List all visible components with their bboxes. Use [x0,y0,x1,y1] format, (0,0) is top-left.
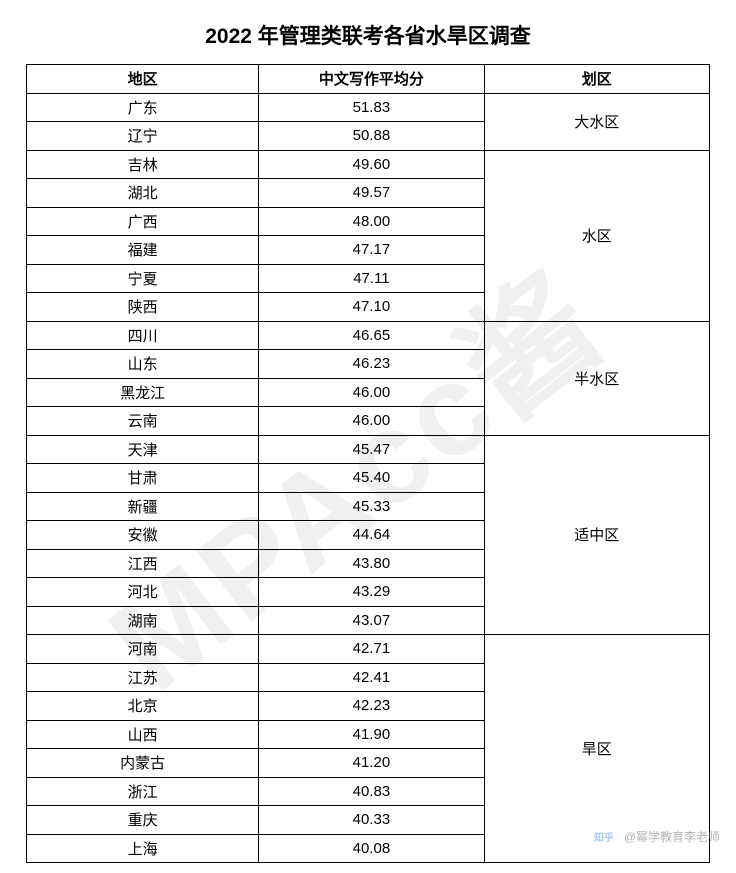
cell-region: 陕西 [27,293,259,322]
cell-region: 新疆 [27,492,259,521]
cell-region: 四川 [27,321,259,350]
cell-score: 40.83 [259,777,484,806]
page-container: 2022 年管理类联考各省水旱区调查 地区 中文写作平均分 划区 广东51.83… [0,0,736,873]
cell-score: 47.17 [259,236,484,265]
cell-region: 安徽 [27,521,259,550]
cell-region: 上海 [27,834,259,863]
cell-score: 41.20 [259,749,484,778]
col-header-region: 地区 [27,65,259,94]
cell-score: 41.90 [259,720,484,749]
cell-score: 40.33 [259,806,484,835]
cell-score: 45.47 [259,435,484,464]
cell-region: 湖北 [27,179,259,208]
cell-score: 47.11 [259,264,484,293]
cell-score: 46.00 [259,378,484,407]
table-row: 吉林49.60水区 [27,150,710,179]
table-row: 广东51.83大水区 [27,93,710,122]
table-row: 河南42.71旱区 [27,635,710,664]
cell-region: 甘肃 [27,464,259,493]
cell-score: 47.10 [259,293,484,322]
cell-score: 42.23 [259,692,484,721]
cell-score: 42.41 [259,663,484,692]
zhihu-logo-icon: 知乎 [590,830,618,844]
cell-score: 51.83 [259,93,484,122]
data-table: 地区 中文写作平均分 划区 广东51.83大水区辽宁50.88吉林49.60水区… [26,64,710,863]
cell-region: 江苏 [27,663,259,692]
cell-region: 福建 [27,236,259,265]
cell-zone: 水区 [484,150,709,321]
cell-region: 广西 [27,207,259,236]
cell-score: 40.08 [259,834,484,863]
attribution-handle: @幂学教育李老师 [624,828,720,845]
cell-score: 46.65 [259,321,484,350]
cell-score: 48.00 [259,207,484,236]
cell-score: 42.71 [259,635,484,664]
cell-region: 山东 [27,350,259,379]
cell-score: 45.40 [259,464,484,493]
cell-score: 50.88 [259,122,484,151]
cell-region: 云南 [27,407,259,436]
cell-region: 内蒙古 [27,749,259,778]
cell-region: 山西 [27,720,259,749]
cell-score: 45.33 [259,492,484,521]
cell-region: 吉林 [27,150,259,179]
col-header-zone: 划区 [484,65,709,94]
table-row: 四川46.65半水区 [27,321,710,350]
cell-region: 河南 [27,635,259,664]
cell-region: 北京 [27,692,259,721]
cell-region: 浙江 [27,777,259,806]
cell-region: 湖南 [27,606,259,635]
cell-score: 49.60 [259,150,484,179]
cell-score: 46.23 [259,350,484,379]
cell-region: 黑龙江 [27,378,259,407]
cell-region: 宁夏 [27,264,259,293]
page-title: 2022 年管理类联考各省水旱区调查 [26,20,710,50]
cell-region: 辽宁 [27,122,259,151]
table-header-row: 地区 中文写作平均分 划区 [27,65,710,94]
cell-region: 重庆 [27,806,259,835]
cell-zone: 大水区 [484,93,709,150]
table-body: 广东51.83大水区辽宁50.88吉林49.60水区湖北49.57广西48.00… [27,93,710,863]
cell-score: 43.29 [259,578,484,607]
col-header-score: 中文写作平均分 [259,65,484,94]
cell-score: 46.00 [259,407,484,436]
cell-region: 河北 [27,578,259,607]
cell-score: 43.80 [259,549,484,578]
cell-region: 天津 [27,435,259,464]
attribution: 知乎 @幂学教育李老师 [590,828,720,845]
cell-score: 44.64 [259,521,484,550]
cell-score: 43.07 [259,606,484,635]
cell-zone: 半水区 [484,321,709,435]
cell-region: 广东 [27,93,259,122]
cell-region: 江西 [27,549,259,578]
table-row: 天津45.47适中区 [27,435,710,464]
cell-zone: 适中区 [484,435,709,635]
cell-score: 49.57 [259,179,484,208]
